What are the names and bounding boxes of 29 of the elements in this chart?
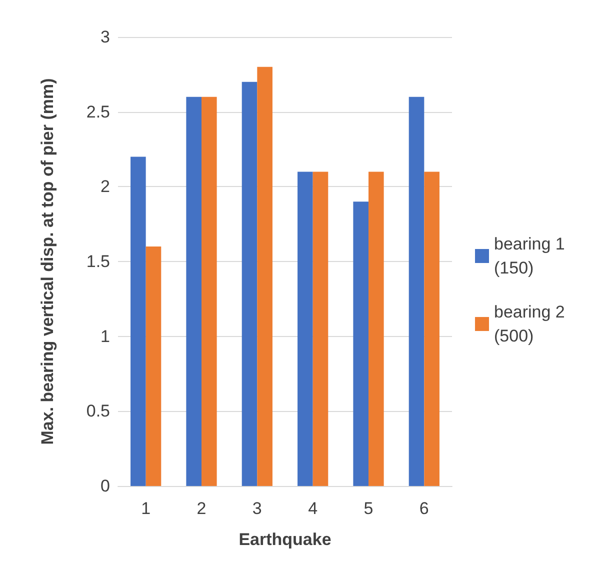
- bar: [298, 172, 313, 486]
- y-tick-label: 2: [100, 177, 110, 196]
- y-tick-label: 3: [100, 28, 110, 46]
- y-tick-label: 0.5: [86, 402, 110, 421]
- y-tick-label: 2.5: [86, 102, 110, 122]
- y-tick-label: 1: [100, 326, 110, 346]
- bar: [353, 202, 368, 486]
- bar: [257, 66, 272, 486]
- bar: [130, 156, 146, 486]
- y-tick-label: 0: [100, 476, 110, 496]
- x-tick-label: 6: [419, 499, 429, 518]
- x-tick-label: 5: [364, 499, 374, 518]
- x-tick-label: 1: [141, 499, 151, 518]
- bar: [424, 172, 440, 486]
- x-tick-label: 2: [196, 499, 206, 518]
- bar: [368, 172, 384, 486]
- x-tick-label: 4: [308, 499, 318, 518]
- bar: [186, 96, 202, 486]
- bar: [146, 246, 162, 486]
- y-axis-title: Max. bearing vertical disp. at top of pier (mm): [38, 78, 57, 445]
- legend-label: bearing 1 (150): [494, 234, 570, 278]
- bar: [408, 96, 424, 486]
- x-tick-label: 3: [252, 499, 262, 518]
- y-tick-label: 1.5: [86, 252, 110, 271]
- x-axis-title: Earthquake: [238, 530, 332, 549]
- legend-label: bearing 2 (500): [494, 302, 570, 346]
- bar: [202, 96, 217, 486]
- bar: [242, 82, 258, 486]
- bar: [312, 172, 328, 486]
